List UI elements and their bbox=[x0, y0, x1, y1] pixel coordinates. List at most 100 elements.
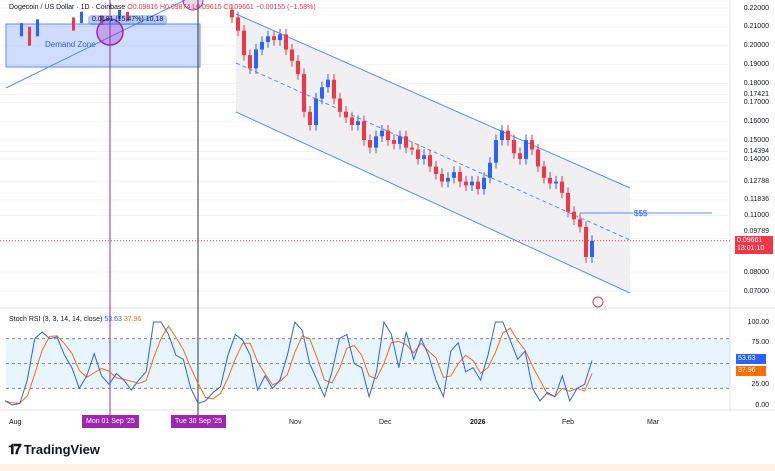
candle-body bbox=[458, 172, 462, 182]
candle-body bbox=[542, 166, 546, 178]
price-tick: 0.14394 bbox=[743, 147, 769, 155]
stoch-d-line bbox=[4, 325, 593, 404]
channel-lower-line bbox=[235, 111, 631, 294]
candle-body bbox=[278, 34, 282, 41]
candle-body bbox=[230, 9, 234, 18]
candle-body bbox=[512, 140, 516, 154]
price-tick: 0.17000 bbox=[743, 98, 769, 106]
bottom-banner bbox=[0, 464, 775, 471]
time-label-2026: 2026 bbox=[470, 419, 486, 426]
descending-channel-fill bbox=[236, 14, 630, 293]
price-tick: 0.08000 bbox=[743, 268, 769, 276]
candle-body bbox=[398, 136, 402, 144]
candle bbox=[28, 26, 31, 46]
candle bbox=[20, 23, 23, 37]
time-badge-sep-01: Mon 01 Sep '25 bbox=[82, 415, 139, 428]
price-tick: 0.21000 bbox=[743, 23, 769, 31]
candle-body bbox=[344, 111, 348, 118]
channel-upper-line bbox=[235, 13, 631, 189]
candle-body bbox=[488, 162, 492, 178]
candle-body bbox=[560, 181, 564, 193]
stoch-rsi-legend[interactable]: Stoch RSI (3, 3, 14, 14, close) 53.63 37… bbox=[9, 316, 141, 323]
price-tick: 0.15000 bbox=[743, 136, 769, 144]
candle bbox=[36, 19, 39, 37]
candle-body bbox=[368, 140, 372, 148]
candle-body bbox=[434, 166, 438, 175]
channel-midline bbox=[235, 62, 631, 241]
time-label-mar: Mar bbox=[647, 419, 660, 426]
candle-body bbox=[482, 177, 486, 190]
measure-tooltip: 0.0181 (15.47%) 10,18 bbox=[88, 15, 168, 25]
candle-body bbox=[242, 30, 246, 56]
chart-canvas[interactable] bbox=[0, 0, 775, 440]
stoch-k-line bbox=[4, 320, 593, 406]
price-tick: 0.12788 bbox=[743, 178, 769, 186]
tradingview-logo[interactable]: 𝟏𝟕 TradingView bbox=[8, 441, 100, 458]
stoch-tick: 25.00 bbox=[751, 380, 769, 388]
candle-body bbox=[374, 136, 378, 148]
candle-body bbox=[290, 49, 294, 61]
symbol-title[interactable]: Dogecoin / US Dollar · 1D · Coinbase bbox=[9, 4, 126, 11]
candle-body bbox=[296, 60, 300, 75]
candle bbox=[100, 15, 103, 25]
stoch-tick: 75.00 bbox=[751, 339, 769, 347]
candle bbox=[80, 11, 83, 24]
candle-body bbox=[530, 140, 534, 150]
ohlc-values: O0.09816 H0.09874 L0.09615 C0.09661 bbox=[127, 4, 254, 11]
trend-line bbox=[5, 0, 186, 89]
liquidity-label: $$$ bbox=[634, 209, 648, 218]
candle-body bbox=[584, 226, 588, 258]
candle-body bbox=[362, 121, 366, 141]
brand-name: TradingView bbox=[23, 442, 100, 457]
candle-body bbox=[590, 240, 594, 258]
tradingview-logo-icon: 𝟏𝟕 bbox=[8, 441, 22, 457]
candle-body bbox=[518, 153, 522, 159]
candle-body bbox=[248, 55, 252, 69]
candle-body bbox=[476, 181, 480, 190]
chart-header: Dogecoin / US Dollar · 1D · Coinbase O0.… bbox=[9, 4, 316, 12]
candle-body bbox=[446, 177, 450, 182]
price-change: −0.00155 (−1.58%) bbox=[255, 4, 316, 11]
candle-body bbox=[410, 147, 414, 150]
time-label-aug: Aug bbox=[9, 419, 22, 426]
stoch-tick: 100.00 bbox=[747, 318, 769, 326]
demand-zone-label: Demand Zone bbox=[45, 40, 96, 49]
candle bbox=[72, 17, 75, 31]
candle-body bbox=[578, 219, 582, 227]
candle-body bbox=[302, 74, 306, 112]
stoch-tick: 0.00 bbox=[755, 401, 769, 409]
price-tick: 0.14000 bbox=[743, 155, 769, 163]
candle-body bbox=[464, 181, 468, 186]
candle-body bbox=[548, 177, 552, 184]
candle-body bbox=[308, 111, 312, 125]
candle-body bbox=[452, 172, 456, 178]
candle-body bbox=[416, 149, 420, 159]
candle-body bbox=[536, 149, 540, 167]
indicator-name: Stoch RSI (3, 3, 14, 14, close) bbox=[9, 316, 103, 323]
price-tick: 0.18000 bbox=[743, 79, 769, 87]
candle-body bbox=[320, 87, 324, 99]
candle-body bbox=[404, 136, 408, 148]
candle-body bbox=[326, 79, 330, 88]
candle-body bbox=[260, 41, 264, 50]
candle-body bbox=[554, 181, 558, 184]
candle-body bbox=[314, 98, 318, 125]
time-label-feb: Feb bbox=[562, 419, 575, 426]
price-tick: 0.17421 bbox=[743, 90, 769, 98]
candle bbox=[126, 11, 129, 22]
price-tick: 0.20000 bbox=[743, 42, 769, 50]
candle-body bbox=[392, 140, 396, 144]
k-value: 53.63 bbox=[104, 316, 122, 323]
flag-icon bbox=[592, 296, 604, 308]
time-badge-sep-30: Tue 30 Sep '25 bbox=[171, 415, 227, 428]
candle bbox=[118, 9, 121, 20]
candle-body bbox=[422, 155, 426, 159]
candle-body bbox=[572, 211, 576, 220]
candle-body bbox=[566, 192, 570, 212]
candle-body bbox=[236, 17, 240, 31]
candle-body bbox=[332, 79, 336, 99]
candle-body bbox=[470, 181, 474, 186]
d-value: 37.96 bbox=[123, 316, 142, 323]
candle-body bbox=[380, 130, 384, 137]
candle-body bbox=[428, 155, 432, 167]
